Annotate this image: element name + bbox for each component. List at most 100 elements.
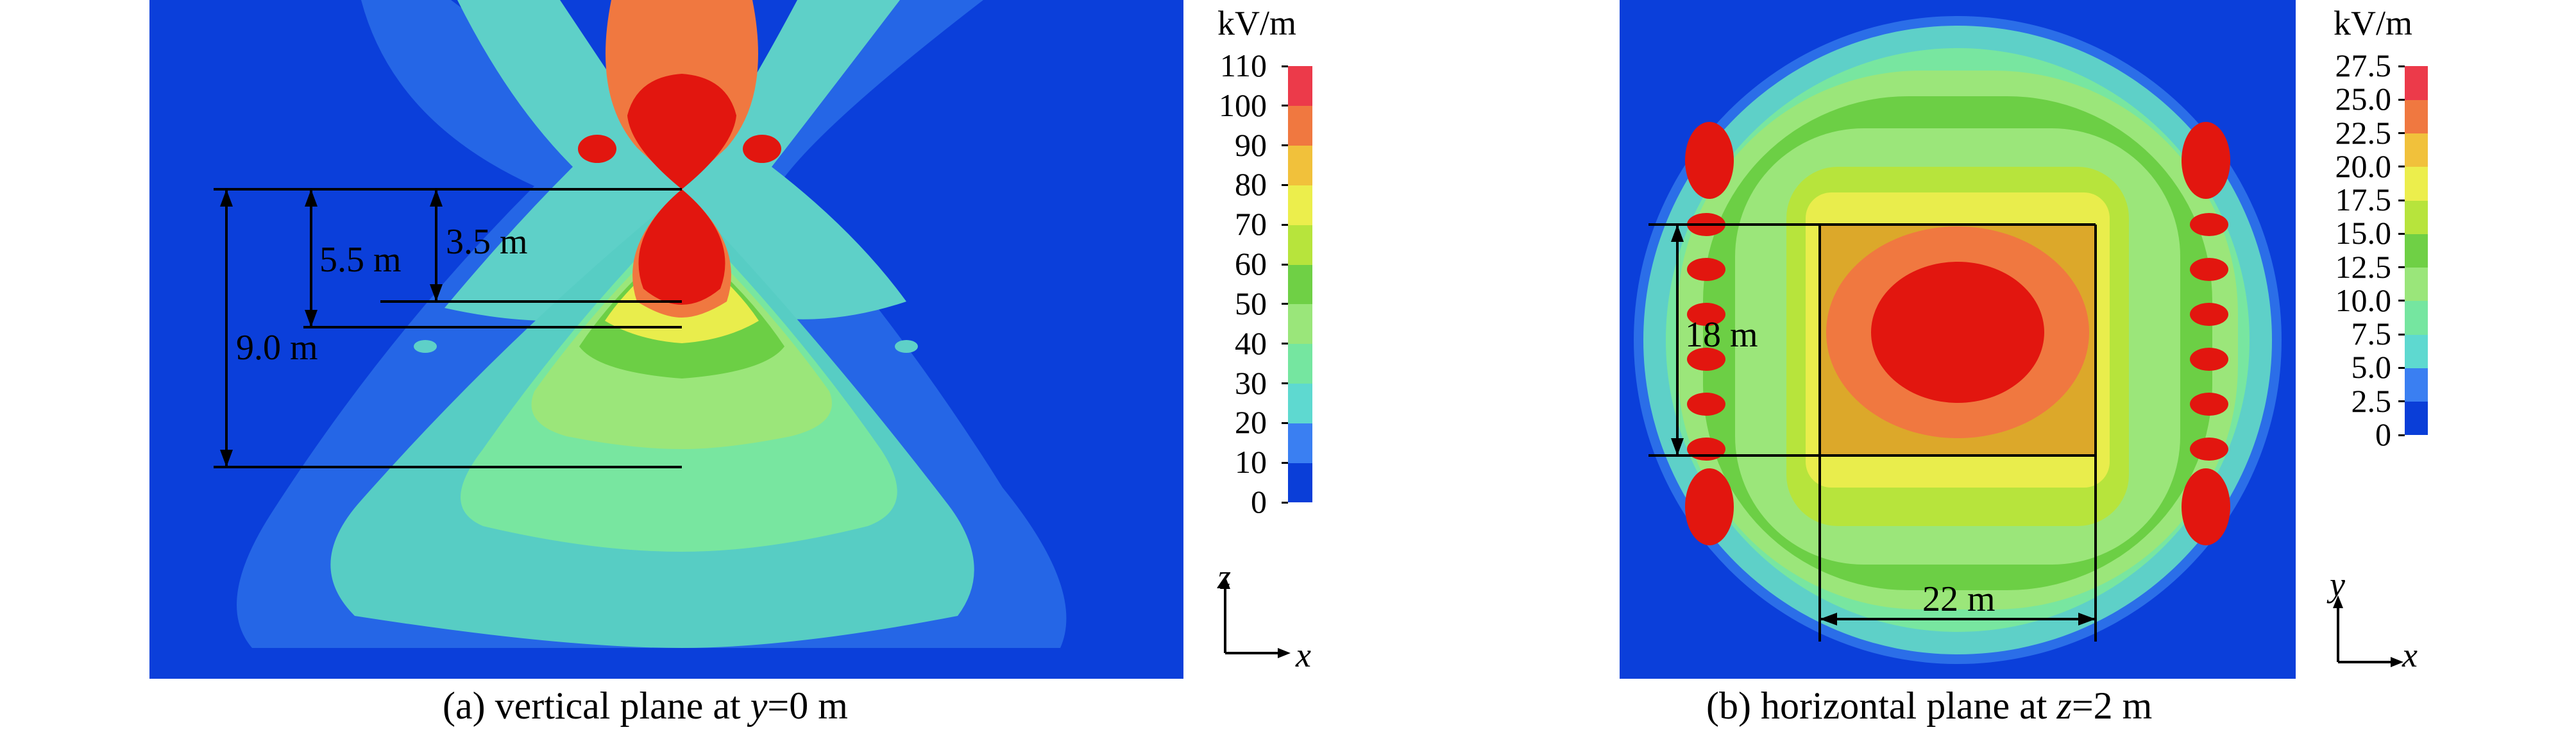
colorbar-tick-label: 17.5 (2335, 182, 2392, 218)
colorbar-tick-mark (1282, 461, 1288, 464)
colorbar-tick-label: 7.5 (2351, 316, 2392, 352)
colorbar-segment (2405, 267, 2428, 302)
dim-label-22m: 22 m (1922, 579, 1996, 619)
dimension-lines-b (1648, 223, 2097, 642)
colorbar-segment (2405, 99, 2428, 134)
colorbar-tick-mark (1282, 223, 1288, 226)
caption-b-suffix: =2 m (2071, 685, 2153, 727)
colorbar-segment (2405, 234, 2428, 268)
contour-peak-lower (638, 189, 725, 305)
contour-band-2 (445, 0, 906, 321)
colorbar-tick-mark (2398, 266, 2405, 269)
colorbar-segment (1288, 423, 1312, 463)
colorbar-tick-mark (2398, 199, 2405, 201)
colorbar-tick-label: 80 (1235, 166, 1267, 203)
colorbar-segment (1288, 303, 1312, 345)
axis-indicator-b (2333, 595, 2403, 667)
colorbar-tick-label: 0 (1251, 484, 1267, 520)
axis-label-y: y (2330, 565, 2345, 604)
colorbar-tick-label: 90 (1235, 126, 1267, 163)
vertical-field-map: 3.5 m 5.5 m 9.0 m (149, 0, 1183, 679)
colorbar-tick-mark (1282, 144, 1288, 147)
contour-plot-horizontal: 18 m 22 m (1620, 0, 2296, 679)
colorbar-tick-label: 50 (1235, 285, 1267, 321)
colorbar-segment (1288, 463, 1312, 503)
colorbar-b-unit: kV/m (2334, 4, 2413, 42)
colorbar-b (2405, 66, 2428, 436)
colorbar-tick-mark (2398, 300, 2405, 302)
dim-label-5-5m: 5.5 m (319, 240, 402, 280)
colorbar-tick-label: 70 (1235, 206, 1267, 243)
peak-center (1871, 262, 2044, 403)
colorbar-tick-label: 0 (2375, 416, 2391, 452)
colorbar-tick-mark (1282, 263, 1288, 266)
colorbar-segment (2405, 368, 2428, 402)
colorbar-segment (1288, 343, 1312, 384)
axis-indicator-a (1220, 576, 1291, 658)
colorbar-tick-label: 100 (1219, 87, 1267, 123)
colorbar-segment (2405, 133, 2428, 167)
colorbar-tick-mark (1282, 303, 1288, 305)
colorbar-a (1288, 66, 1312, 503)
caption-b: (b) horizontal plane at z=2 m (1706, 684, 2152, 728)
colorbar-segment (2405, 166, 2428, 201)
horizontal-field-map: 18 m 22 m (1620, 0, 2296, 679)
colorbar-tick-mark (2398, 366, 2405, 369)
side-lobe-left (578, 135, 616, 163)
colorbar-tick-mark (2398, 65, 2405, 67)
colorbar-tick-label: 20 (1235, 404, 1267, 441)
colorbar-segment (1288, 383, 1312, 423)
colorbar-segment (1288, 264, 1312, 305)
colorbar-tick-mark (1282, 65, 1288, 67)
speck-right (895, 340, 918, 353)
colorbar-tick-mark (2398, 166, 2405, 168)
side-columns (1685, 122, 2230, 545)
axis-label-x-b: x (2402, 636, 2418, 674)
colorbar-segment (1288, 185, 1312, 225)
colorbar-segment (1288, 66, 1312, 106)
colorbar-tick-label: 15.0 (2335, 215, 2392, 251)
colorbar-tick-label: 110 (1219, 47, 1267, 83)
axis-label-x-a: x (1296, 636, 1311, 674)
dimension-arrowheads (220, 189, 443, 467)
colorbar-tick-label: 27.5 (2335, 47, 2392, 83)
colorbar-tick-mark (1282, 105, 1288, 107)
caption-a-var: y (750, 685, 768, 727)
colorbar-tick-mark (1282, 343, 1288, 345)
caption-a-suffix: =0 m (767, 685, 848, 727)
colorbar-segment (2405, 334, 2428, 368)
caption-b-prefix: (b) horizontal plane at (1706, 685, 2057, 727)
colorbar-tick-mark (2398, 434, 2405, 436)
colorbar-segment (2405, 401, 2428, 436)
colorbar-tick-mark (2398, 132, 2405, 135)
caption-b-var: z (2056, 685, 2072, 727)
colorbar-segment (1288, 225, 1312, 265)
colorbar-tick-label: 40 (1235, 325, 1267, 361)
colorbar-tick-label: 5.0 (2351, 349, 2392, 386)
colorbar-segment (1288, 105, 1312, 146)
colorbar-tick-label: 20.0 (2335, 148, 2392, 184)
colorbar-tick-mark (2398, 98, 2405, 101)
caption-a-prefix: (a) vertical plane at (443, 685, 750, 727)
colorbar-tick-label: 22.5 (2335, 114, 2392, 151)
colorbar-tick-label: 10.0 (2335, 282, 2392, 318)
dimension-lines (214, 188, 682, 468)
colorbar-tick-mark (2398, 400, 2405, 403)
colorbar-tick-label: 12.5 (2335, 248, 2392, 285)
colorbar-a-unit: kV/m (1217, 4, 1297, 42)
contour-peak-upper (627, 74, 736, 189)
colorbar-tick-mark (1282, 501, 1288, 504)
colorbar-tick-mark (2398, 232, 2405, 235)
dim-label-18m: 18 m (1685, 315, 1758, 355)
colorbar-segment (2405, 66, 2428, 100)
colorbar-segment (2405, 200, 2428, 234)
colorbar-tick-label: 25.0 (2335, 81, 2392, 117)
colorbar-tick-mark (1282, 183, 1288, 186)
colorbar-tick-mark (1282, 421, 1288, 424)
colorbar-segment (2405, 300, 2428, 335)
dim-label-3-5m: 3.5 m (446, 222, 528, 262)
colorbar-tick-label: 30 (1235, 364, 1267, 401)
axis-label-z: z (1217, 558, 1232, 596)
dim-label-9-0m: 9.0 m (236, 328, 318, 368)
colorbar-tick-mark (2398, 333, 2405, 336)
